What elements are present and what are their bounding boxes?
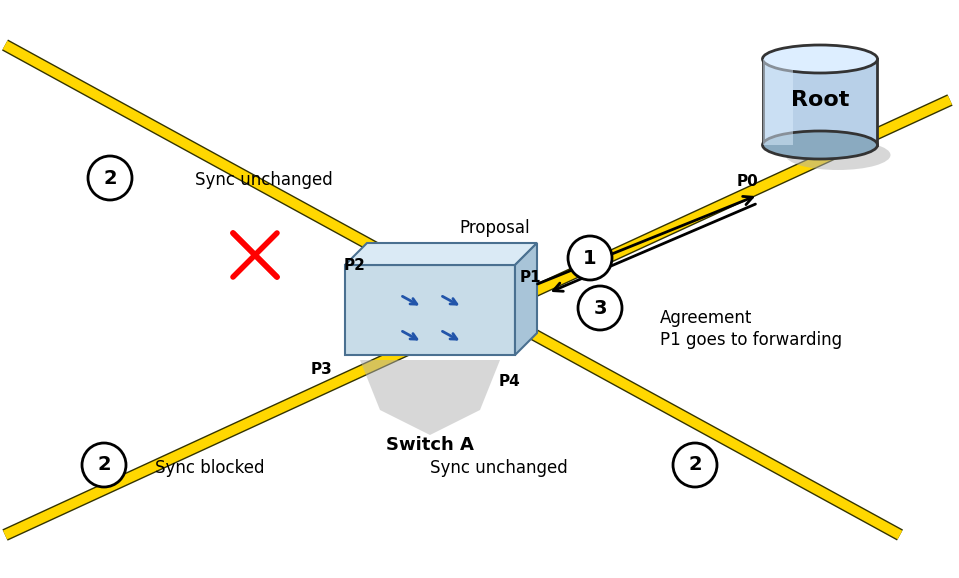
Polygon shape: [360, 360, 500, 435]
Text: 2: 2: [689, 455, 702, 475]
Text: Sync unchanged: Sync unchanged: [430, 459, 568, 477]
Text: Switch A: Switch A: [386, 436, 474, 454]
Text: Root: Root: [791, 90, 849, 110]
Text: P3: P3: [311, 362, 333, 377]
Polygon shape: [345, 243, 537, 265]
Circle shape: [578, 286, 622, 330]
Text: 1: 1: [583, 249, 596, 268]
Text: 2: 2: [97, 455, 111, 475]
Text: 2: 2: [104, 169, 117, 187]
Text: P1 goes to forwarding: P1 goes to forwarding: [660, 331, 842, 349]
Text: Sync blocked: Sync blocked: [155, 459, 265, 477]
Text: Agreement: Agreement: [660, 309, 753, 327]
Text: P1: P1: [519, 271, 541, 286]
Text: Sync unchanged: Sync unchanged: [195, 171, 333, 189]
Text: P2: P2: [344, 258, 366, 272]
Text: Proposal: Proposal: [459, 219, 530, 237]
Circle shape: [568, 236, 612, 280]
Text: 3: 3: [594, 298, 607, 317]
Circle shape: [88, 156, 132, 200]
Polygon shape: [515, 243, 537, 355]
Text: P0: P0: [737, 175, 759, 190]
Ellipse shape: [762, 45, 877, 73]
Polygon shape: [763, 59, 877, 145]
Ellipse shape: [785, 140, 891, 170]
Ellipse shape: [762, 131, 877, 159]
Circle shape: [82, 443, 126, 487]
Circle shape: [673, 443, 717, 487]
Polygon shape: [763, 59, 793, 145]
Polygon shape: [345, 265, 515, 355]
Text: P4: P4: [499, 375, 521, 390]
